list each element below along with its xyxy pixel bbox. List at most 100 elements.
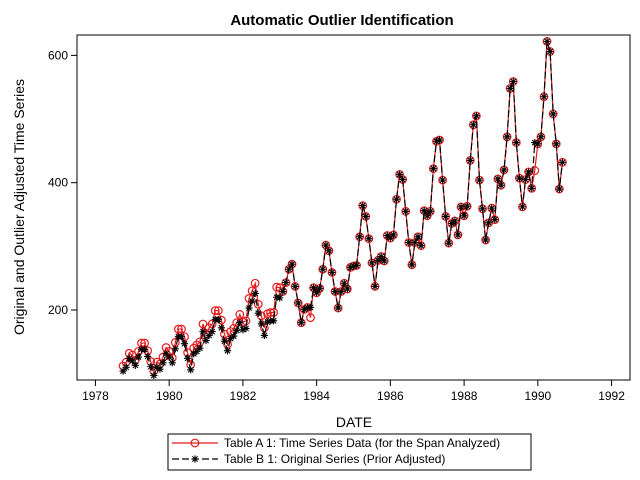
data-point <box>463 202 471 210</box>
data-point <box>281 278 291 288</box>
data-point <box>285 265 293 273</box>
data-point <box>420 207 428 215</box>
data-point <box>334 304 342 312</box>
data-point <box>251 289 259 298</box>
data-point <box>438 176 447 184</box>
data-point <box>270 317 278 325</box>
data-point <box>306 303 315 312</box>
data-point <box>528 184 536 193</box>
y-axis-label: Original and Outlier Adjusted Time Serie… <box>11 79 27 335</box>
data-point <box>325 247 333 255</box>
data-point <box>177 324 186 334</box>
data-point <box>306 313 315 323</box>
plot-frame <box>76 34 631 381</box>
data-point <box>555 185 563 193</box>
data-point <box>494 175 502 183</box>
data-point <box>279 287 287 296</box>
x-tick-label: 1988 <box>451 389 478 403</box>
data-point <box>435 136 444 144</box>
data-point <box>294 299 302 307</box>
data-point <box>454 231 462 239</box>
data-point <box>515 174 523 182</box>
data-point <box>309 284 318 292</box>
data-point <box>506 84 514 93</box>
data-point <box>199 328 207 336</box>
data-point <box>273 293 281 301</box>
legend-marker <box>190 438 200 448</box>
data-point <box>210 306 220 316</box>
data-point <box>383 231 391 240</box>
y-tick-label: 400 <box>48 176 68 190</box>
legend: Table A 1: Time Series Data (for the Spa… <box>167 433 532 471</box>
x-tick-label: 1978 <box>82 389 109 403</box>
series-line <box>122 41 564 378</box>
data-point <box>392 195 401 203</box>
data-point <box>202 336 210 345</box>
data-point <box>405 238 413 247</box>
data-point <box>496 180 506 190</box>
data-point <box>531 138 539 147</box>
data-point <box>159 359 167 367</box>
data-point <box>460 212 468 220</box>
data-point <box>432 137 441 145</box>
data-point <box>426 207 434 215</box>
data-point <box>389 231 398 239</box>
data-point <box>260 331 269 340</box>
data-point <box>276 294 284 302</box>
data-point <box>540 93 548 101</box>
data-point <box>239 326 247 334</box>
legend-symbol-table-b1 <box>172 455 218 463</box>
legend-label-table-a1: Table A 1: Time Series Data (for the Spa… <box>224 436 500 450</box>
data-point <box>227 335 235 343</box>
data-point <box>168 359 176 367</box>
data-point <box>150 371 158 380</box>
data-point <box>196 344 204 352</box>
data-point <box>546 47 554 56</box>
data-point <box>521 175 530 184</box>
data-point <box>497 181 505 189</box>
data-point <box>171 345 179 353</box>
data-point <box>512 138 520 147</box>
x-tick-label: 1986 <box>377 389 404 403</box>
data-point <box>184 354 192 362</box>
data-point <box>558 158 567 166</box>
data-point <box>263 318 272 326</box>
data-point <box>333 303 343 313</box>
x-tick-label: 1990 <box>524 389 551 403</box>
data-point <box>180 340 189 348</box>
data-point <box>490 215 500 224</box>
data-point <box>442 212 450 221</box>
data-point <box>245 304 253 312</box>
data-point <box>380 257 388 265</box>
data-point <box>518 203 527 211</box>
data-point <box>414 233 422 241</box>
data-point <box>140 345 149 354</box>
data-point <box>272 282 282 292</box>
data-point <box>173 324 183 334</box>
data-point <box>282 279 290 287</box>
legend-frame <box>167 433 532 471</box>
x-axis: 1978 1980 1982 1984 1986 1988 1990 1992 <box>82 380 625 403</box>
data-point <box>144 352 152 361</box>
data-point <box>193 347 201 355</box>
data-point <box>257 320 265 328</box>
data-point <box>327 268 337 277</box>
data-point <box>119 367 127 375</box>
data-point <box>543 37 551 45</box>
data-point <box>429 165 437 173</box>
x-axis-label: DATE <box>336 414 372 430</box>
data-point <box>162 350 170 358</box>
data-point <box>365 235 373 243</box>
data-point <box>349 262 358 270</box>
data-point <box>233 326 241 334</box>
data-point <box>478 205 487 213</box>
data-point <box>371 282 379 291</box>
data-point <box>346 263 355 271</box>
y-tick-label: 600 <box>48 48 68 62</box>
data-point <box>217 324 225 332</box>
data-point <box>220 337 229 345</box>
data-point <box>214 315 222 324</box>
data-point <box>368 259 376 267</box>
data-point <box>475 176 484 184</box>
data-point <box>530 166 540 175</box>
